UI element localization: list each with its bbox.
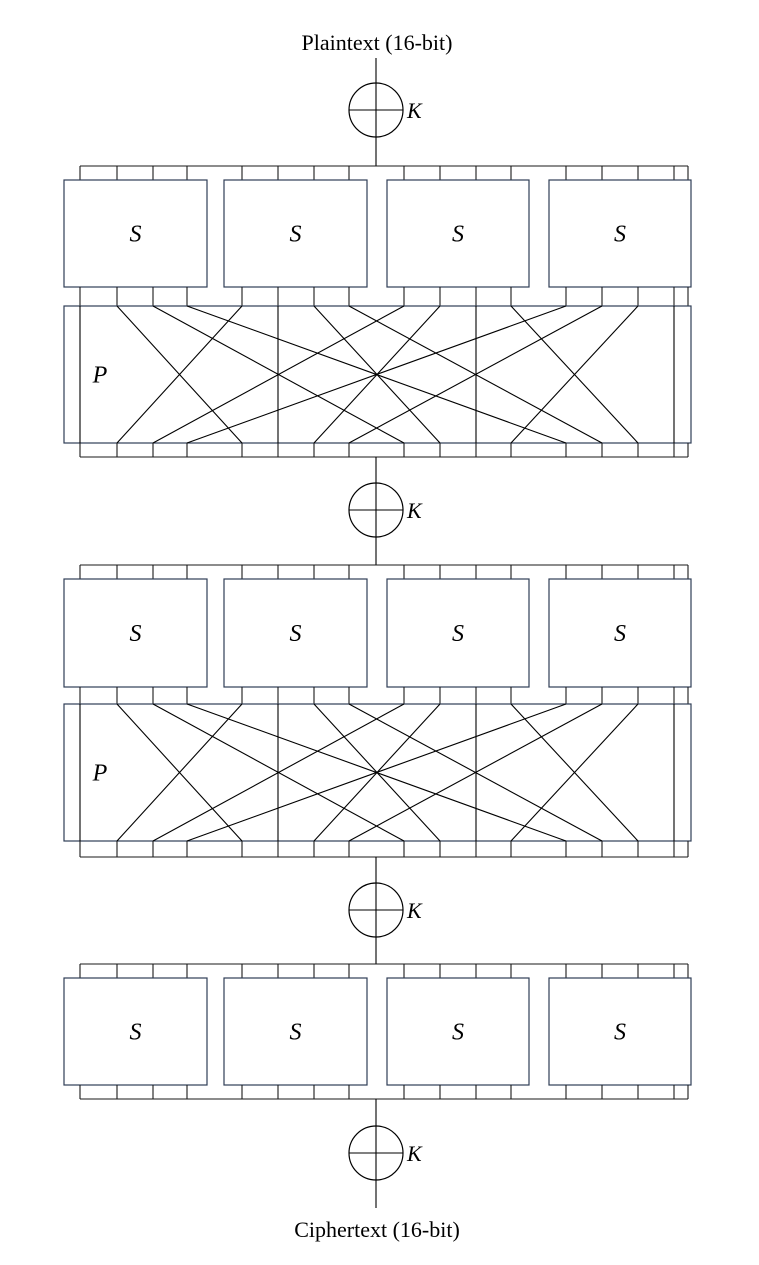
sbox-label: S [614,621,626,647]
xor-key-gate-3: K [348,882,423,938]
sbox-1-1: S [63,179,208,288]
sbox-label: S [452,222,464,248]
sbox-label: S [614,1020,626,1046]
sbox-3-3: S [386,977,530,1086]
sbox-label: S [452,621,464,647]
sbox-2-1: S [63,578,208,688]
xor-key-gate-1: K [348,82,423,138]
sbox-rect [548,977,692,1086]
sbox-2-2: S [223,578,368,688]
permutation-box-2: P [63,703,692,842]
permutation-wire [510,703,639,842]
sbox-label: S [290,222,302,248]
sbox-rect [63,977,208,1086]
sbox-rect [223,179,368,288]
sbox-3-2: S [223,977,368,1086]
sbox-rect [386,578,530,688]
sbox-2-3: S [386,578,530,688]
sbox-rect [63,578,208,688]
permutation-wire [348,703,603,842]
bit-bus-in-2 [79,564,689,579]
permutation-box-1: P [63,305,692,444]
key-label: K [406,1141,423,1166]
sbox-3-4: S [548,977,692,1086]
sbox-rect [63,179,208,288]
sbox-label: S [130,621,142,647]
sbox-1-3: S [386,179,530,288]
sbox-rect [548,179,692,288]
permutation-wire [348,305,603,444]
sbox-rect [223,977,368,1086]
sbox-label: S [130,222,142,248]
sbox-3-1: S [63,977,208,1086]
plaintext-label: Plaintext (16-bit) [302,30,453,55]
ciphertext-label: Ciphertext (16-bit) [294,1217,460,1242]
sbox-label: S [614,222,626,248]
key-label: K [406,898,423,923]
permutation-wire [510,305,639,444]
sbox-rect [548,578,692,688]
sbox-1-4: S [548,179,692,288]
permutation-wire [186,305,567,444]
sbox-label: S [290,1020,302,1046]
sbox-label: S [290,621,302,647]
key-label: K [406,498,423,523]
permutation-wire [152,305,405,444]
permutation-wire [152,703,405,842]
sbox-rect [386,977,530,1086]
sbox-label: S [452,1020,464,1046]
sbox-rect [223,578,368,688]
bit-bus-in-3 [79,963,689,978]
sbox-1-2: S [223,179,368,288]
permutation-wire [116,305,243,444]
xor-key-gate-4: K [348,1125,423,1181]
sbox-label: S [130,1020,142,1046]
permutation-wire [186,703,567,842]
bit-bus-in-1 [79,165,689,180]
sbox-rect [386,179,530,288]
permutation-wire [116,703,243,842]
xor-key-gate-2: K [348,482,423,538]
pbox-label: P [92,761,108,787]
pbox-label: P [92,363,108,389]
key-label: K [406,98,423,123]
sbox-2-4: S [548,578,692,688]
